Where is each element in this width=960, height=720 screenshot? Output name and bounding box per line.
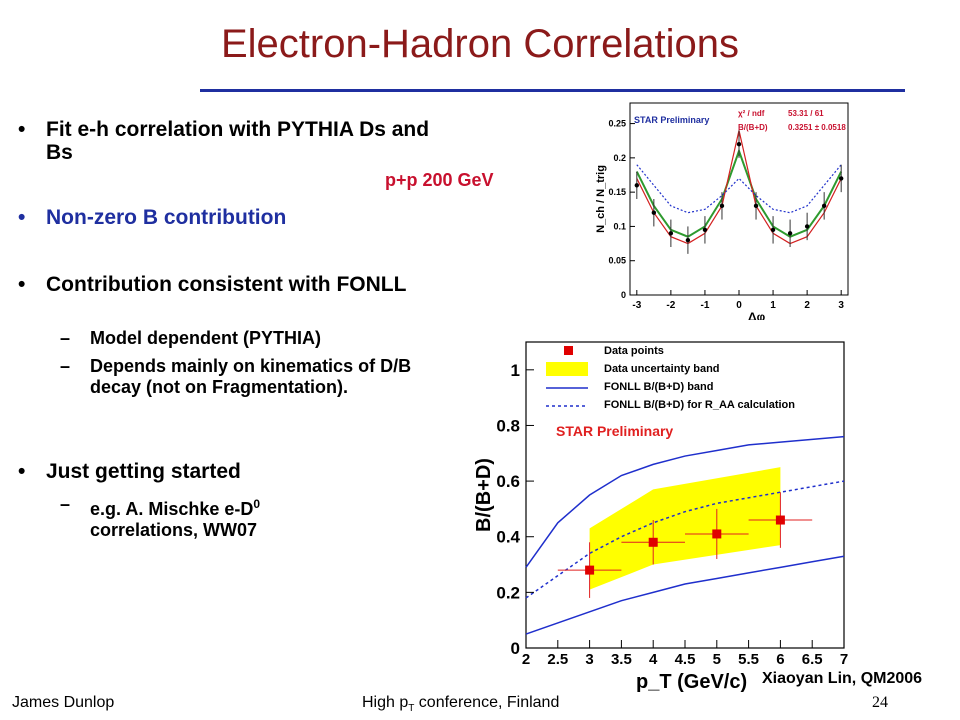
data-point: [685, 237, 691, 243]
y-tick-label: 0.4: [496, 528, 520, 547]
bullet-text: Contribution consistent with FONLL: [46, 273, 407, 296]
x-tick-label: -3: [632, 300, 641, 311]
dash-marker: –: [60, 328, 71, 348]
data-point: [651, 210, 657, 215]
x-tick-label: 2: [522, 651, 530, 668]
uncertainty-band: [589, 467, 781, 590]
y-tick-label: 0.15: [608, 187, 626, 197]
series-line: [635, 148, 843, 238]
sub-bullet-text: e.g. A. Mischke e-D: [90, 499, 254, 519]
x-tick-label: 6.5: [802, 651, 823, 668]
fit-chi2-label: χ² / ndf: [738, 109, 765, 118]
superscript: 0: [253, 497, 261, 511]
bfraction-chart: 0 0.2 0.4 0.6 0.8 1 2 2.5 3 3.5 4 4.5 5 5.5 6 6.5 7 p_T (…: [473, 341, 848, 693]
bullet-marker: •: [18, 273, 26, 296]
sub-bullet-text: Model dependent (PYTHIA): [90, 328, 321, 348]
data-point: [838, 176, 844, 181]
star-preliminary-label: STAR Preliminary: [634, 115, 709, 125]
x-tick-label: 0: [736, 300, 742, 311]
x-tick-label: 7: [840, 651, 848, 668]
bullet-text: Non-zero B contribution: [46, 206, 287, 229]
correlation-chart: 0 0.05 0.1 0.15 0.2 0.25 -3 -2 -1 0 1 2 3 Δφ N_ch / N_…: [595, 102, 849, 320]
x-axis-label: p_T (GeV/c): [636, 671, 747, 693]
legend-entry: FONLL B/(B+D) band: [604, 381, 713, 393]
slide-title: Electron-Hadron Correlations: [220, 22, 739, 66]
footer-conf-pre: High p: [362, 694, 409, 711]
y-tick-label: 0: [511, 639, 520, 658]
dash-marker: –: [60, 494, 71, 514]
x-tick-label: 4: [649, 651, 658, 668]
y-tick-label: 0.25: [608, 119, 626, 129]
data-point: [753, 203, 759, 209]
fit-chi2-value: 53.31 / 61: [788, 109, 824, 118]
legend-entry: FONLL B/(B+D) for R_AA calculation: [604, 399, 795, 411]
fonll-raa-line: [525, 480, 845, 599]
data-point: [770, 227, 776, 233]
fonll-band-lower: [525, 555, 845, 635]
credit-label: Xiaoyan Lin, QM2006: [762, 670, 923, 687]
legend-entry: Data uncertainty band: [604, 363, 720, 375]
y-tick-label: 0.2: [496, 583, 520, 602]
bullet-marker: •: [18, 206, 26, 229]
data-point: [775, 515, 785, 525]
x-tick-label: 3: [838, 300, 844, 311]
y-axis-label: B/(B+D): [473, 458, 495, 532]
fit-param-value: 0.3251 ± 0.0518: [788, 123, 846, 132]
x-axis-label: Δφ: [748, 310, 766, 320]
fonll-band-upper: [525, 435, 845, 568]
fit-param-label: B/(B+D): [738, 123, 768, 132]
data-point: [712, 529, 722, 539]
y-axis-label: N_ch / N_trig: [595, 165, 607, 233]
y-tick-label: 0.2: [613, 153, 626, 163]
y-tick-label: 0: [621, 290, 626, 300]
y-tick-label: 0.1: [613, 221, 626, 231]
legend-marker-points: [564, 346, 573, 355]
x-tick-label: 5: [713, 651, 721, 668]
dash-marker: –: [60, 356, 71, 376]
data-point: [585, 565, 595, 575]
data-point: [736, 141, 742, 147]
title-underline: [200, 89, 905, 92]
x-tick-label: 2: [804, 300, 810, 311]
x-tick-label: 2.5: [547, 651, 568, 668]
data-point: [648, 537, 658, 547]
x-tick-label: -1: [700, 300, 709, 311]
legend-entry: Data points: [604, 345, 664, 357]
x-tick-label: 4.5: [675, 651, 696, 668]
data-point: [804, 224, 810, 229]
y-tick-label: 0.05: [608, 256, 626, 266]
y-tick-label: 0.6: [496, 472, 520, 491]
x-tick-label: 3.5: [611, 651, 632, 668]
data-point: [702, 227, 708, 233]
footer-conference: High pT conference, Finland: [362, 694, 559, 714]
page-number: 24: [872, 694, 888, 711]
data-point: [719, 203, 725, 209]
series-line: [636, 164, 842, 214]
y-tick-label: 1: [511, 361, 520, 380]
legend-marker-band: [546, 362, 588, 376]
bullet-marker: •: [18, 118, 26, 141]
bullet-text: Fit e-h correlation with PYTHIA Ds and B…: [46, 118, 430, 164]
x-tick-label: 1: [770, 300, 776, 311]
sub-bullet-text: Depends mainly on kinematics of D/B deca…: [90, 356, 412, 397]
pp-energy-label: p+p 200 GeV: [385, 170, 494, 190]
x-tick-label: 5.5: [738, 651, 759, 668]
footer-conf-sub: T: [408, 703, 415, 715]
sub-bullet-text: correlations, WW07: [90, 520, 258, 540]
data-point: [634, 183, 640, 188]
y-tick-label: 0.8: [496, 416, 520, 435]
footer-conf-post: conference, Finland: [414, 694, 560, 711]
data-point: [668, 231, 674, 236]
bullet-marker: •: [18, 460, 26, 483]
data-point: [787, 231, 793, 236]
bullet-text: Just getting started: [46, 460, 241, 483]
footer-author: James Dunlop: [12, 694, 115, 711]
x-tick-label: 6: [776, 651, 784, 668]
x-tick-label: -2: [666, 300, 675, 311]
star-preliminary-label: STAR Preliminary: [556, 423, 673, 439]
x-tick-label: 3: [585, 651, 593, 668]
data-point: [821, 203, 827, 209]
